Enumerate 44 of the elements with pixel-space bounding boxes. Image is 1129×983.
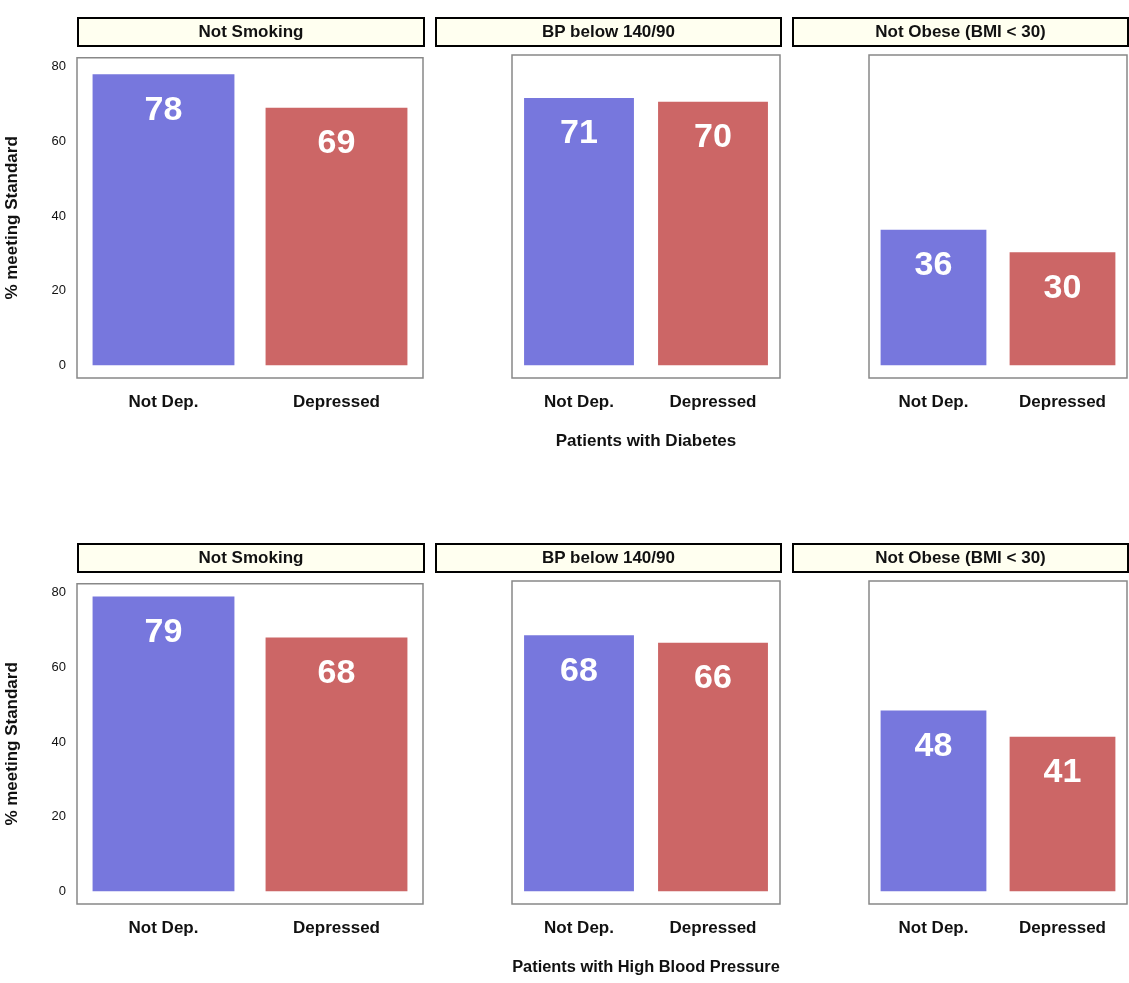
- y-tick-label: 20: [51, 282, 66, 298]
- y-tick-label: 0: [58, 356, 66, 372]
- x-tick-label: Depressed: [1019, 391, 1106, 411]
- x-tick-label: Depressed: [669, 917, 757, 937]
- chart-title: Not Smoking: [77, 17, 425, 47]
- chart-title: Not Smoking: [77, 543, 425, 573]
- data-label: 70: [694, 116, 732, 155]
- data-label: 30: [1043, 266, 1082, 305]
- data-label: 36: [914, 244, 953, 283]
- y-tick-label: 80: [51, 58, 66, 74]
- data-label: 69: [317, 122, 356, 161]
- x-tick-label: Not Dep.: [898, 391, 969, 411]
- chart-title: BP below 140/90: [435, 17, 782, 47]
- data-label: 79: [144, 610, 183, 649]
- x-tick-label: Not Dep.: [128, 917, 199, 937]
- x-tick-label: Depressed: [293, 391, 380, 411]
- y-tick-label: 60: [51, 658, 66, 674]
- data-label: 48: [914, 724, 953, 763]
- chart-title: Not Obese (BMI < 30): [792, 17, 1129, 47]
- y-tick-label: 40: [51, 207, 66, 223]
- y-axis-title: % meeting Standard: [1, 136, 21, 300]
- data-label: 78: [144, 88, 183, 127]
- y-tick-label: 20: [51, 808, 66, 824]
- x-tick-label: Not Dep.: [898, 917, 969, 937]
- data-label: 68: [317, 651, 356, 690]
- y-tick-label: 80: [51, 584, 66, 600]
- y-tick-label: 60: [51, 132, 66, 148]
- data-label: 41: [1043, 751, 1082, 790]
- x-tick-label: Not Dep.: [128, 391, 199, 411]
- data-label: 68: [560, 649, 598, 688]
- data-label: 66: [694, 657, 732, 696]
- x-tick-label: Not Dep.: [544, 391, 614, 411]
- y-tick-label: 40: [51, 733, 66, 749]
- y-tick-label: 0: [58, 882, 66, 898]
- x-tick-label: Depressed: [293, 917, 380, 937]
- x-tick-label: Depressed: [669, 391, 757, 411]
- chart-title: BP below 140/90: [435, 543, 782, 573]
- x-tick-label: Not Dep.: [544, 917, 614, 937]
- y-axis-title: % meeting Standard: [1, 662, 21, 826]
- x-axis-title: Patients with Diabetes: [555, 431, 737, 451]
- x-tick-label: Depressed: [1019, 917, 1106, 937]
- x-axis-title: Patients with High Blood Pressure: [512, 957, 780, 977]
- data-label: 71: [560, 112, 598, 151]
- chart-title: Not Obese (BMI < 30): [792, 543, 1129, 573]
